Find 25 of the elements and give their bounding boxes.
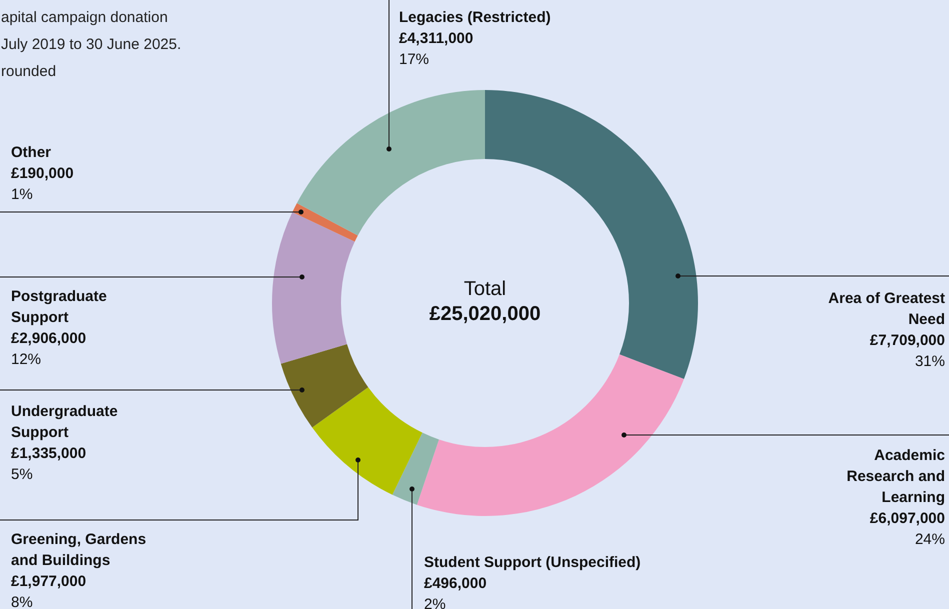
donut-slice <box>280 344 368 428</box>
slice-label: Undergraduate Support <box>11 403 118 441</box>
donut-slice <box>272 212 355 364</box>
data-label: £2,906,000 12% <box>11 330 86 368</box>
donut-slice <box>296 90 485 236</box>
text: apital campaign donation July 2019 to 30 June 2025. rounded <box>1 9 182 80</box>
data-label: £4,311,000 17% <box>399 30 474 68</box>
donut-slice <box>416 354 684 516</box>
data-label: £1,335,000 5% <box>11 445 86 483</box>
donut-slice <box>292 203 358 242</box>
slice-label: Greening, Gardens and Buildings <box>11 531 146 569</box>
data-label: £190,000 1% <box>11 165 74 203</box>
slice-label: Area of Greatest Need <box>828 290 945 328</box>
slice-label: Other <box>11 144 52 161</box>
slice-label: Postgraduate Support <box>11 288 107 326</box>
slice-label: Student Support (Unspecified) <box>424 554 641 571</box>
data-label: £1,977,000 8% <box>11 573 86 609</box>
slice-label: Academic Research and Learning <box>846 447 945 506</box>
donut-slice <box>392 432 439 505</box>
donut-slice <box>312 387 422 495</box>
text: Total £25,020,000 <box>429 278 541 325</box>
data-label: £496,000 2% <box>424 575 487 609</box>
slice-label: Legacies (Restricted) <box>399 9 551 26</box>
data-label: £7,709,000 31% <box>870 332 945 370</box>
data-label: £6,097,000 24% <box>870 510 945 548</box>
